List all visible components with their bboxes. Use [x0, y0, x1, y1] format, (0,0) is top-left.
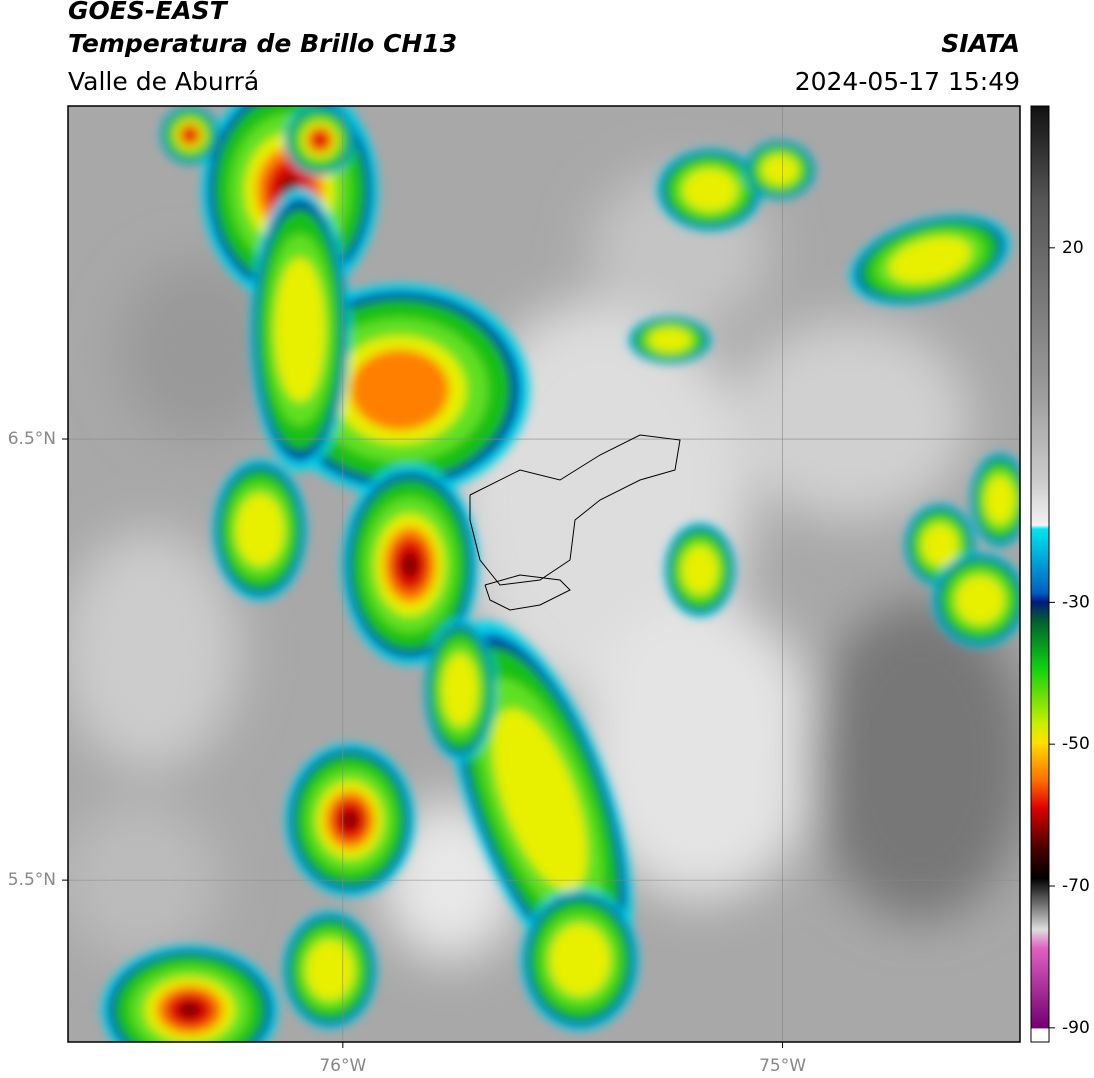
cloud-cell: [442, 654, 478, 726]
cloud-cell: [310, 130, 330, 150]
cloud-cell: [682, 546, 718, 594]
map: [68, 106, 1020, 1042]
cloud-cell: [922, 524, 958, 566]
y-tick-label: 5.5°N: [8, 870, 56, 890]
cloud-cell: [401, 552, 419, 578]
cloud-cell: [985, 476, 1015, 524]
cloud-cell: [178, 1001, 202, 1019]
basin-outline: [469, 434, 681, 586]
map-frame: [67, 105, 1021, 1043]
cloud-cell: [182, 127, 198, 143]
cloud-cell: [956, 576, 1004, 624]
cloud-cell: [341, 810, 359, 830]
x-tick-label: 75°W: [759, 1056, 806, 1076]
datetime: 2024-05-17 15:49: [795, 67, 1020, 96]
region: Valle de Aburrá: [68, 67, 259, 96]
cloud-cell: [350, 349, 450, 431]
satellite: GOES-EAST: [68, 0, 229, 25]
agency: SIATA: [941, 29, 1020, 58]
cloud-cell: [683, 169, 737, 211]
colorbar: [1030, 105, 1050, 1043]
cloud-cell: [274, 258, 326, 402]
cloud-cell: [306, 940, 354, 1000]
colorbar-tick-label: -50: [1062, 734, 1090, 754]
x-tick-label: 76°W: [319, 1056, 366, 1076]
basin-outline: [484, 574, 571, 611]
cloud-cell: [550, 924, 610, 996]
colorbar-tick-label: -30: [1062, 592, 1090, 612]
colorbar-tick-label: -70: [1062, 876, 1090, 896]
product: Temperatura de Brillo CH13: [68, 29, 457, 58]
y-tick-label: 6.5°N: [8, 429, 56, 449]
cloud-cell: [889, 236, 971, 284]
colorbar-tick-label: -90: [1062, 1018, 1090, 1038]
cloud-cell: [236, 494, 284, 566]
colorbar-tick-label: 20: [1062, 238, 1084, 258]
cloud-cell: [762, 155, 798, 185]
cloud-cell: [649, 328, 691, 352]
cloud-cell: [492, 708, 588, 892]
